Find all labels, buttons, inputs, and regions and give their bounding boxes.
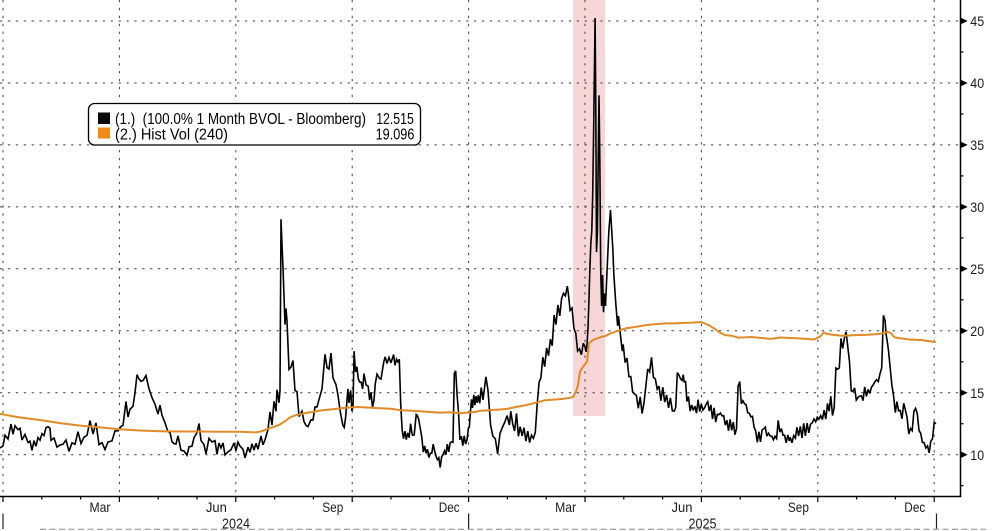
svg-text:(1.) (100.0% 1 Month BVOL - B: (1.) (100.0% 1 Month BVOL - Bloomberg) [115,111,366,128]
svg-text:Dec: Dec [904,499,925,515]
svg-text:40: 40 [970,76,984,92]
svg-text:30: 30 [970,200,984,216]
svg-text:2024: 2024 [222,516,250,531]
svg-text:2025: 2025 [689,516,717,531]
svg-text:20: 20 [970,324,984,340]
svg-text:Sep: Sep [322,499,343,515]
svg-text:Jun: Jun [206,499,227,515]
svg-text:Mar: Mar [555,499,576,515]
svg-text:Mar: Mar [90,499,111,515]
svg-text:35: 35 [970,138,984,154]
svg-text:45: 45 [970,14,984,30]
svg-text:19.096: 19.096 [376,127,415,144]
svg-text:12.515: 12.515 [376,111,414,128]
svg-text:15: 15 [970,386,984,402]
svg-text:Dec: Dec [439,499,460,515]
svg-text:Sep: Sep [788,499,809,515]
svg-text:(2.) Hist Vol (240): (2.) Hist Vol (240) [115,127,228,144]
svg-text:10: 10 [970,448,984,464]
svg-text:25: 25 [970,262,984,278]
svg-text:Jun: Jun [672,499,693,515]
